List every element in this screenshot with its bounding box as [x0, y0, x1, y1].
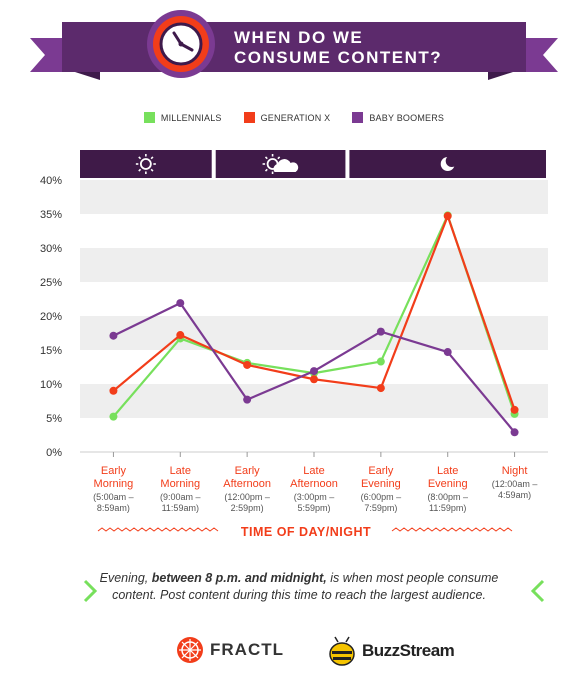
legend-label-millennials: MILLENNIALS [160, 112, 222, 123]
chart-legend: MILLENNIALS GENERATION X BABY BOOMERS [0, 112, 588, 123]
fractl-logo: FRACTL [176, 636, 284, 664]
data-point-baby-boomers [109, 331, 118, 340]
line-chart: 0% 5% 10% 15% 20% 25% 30% 35% 40% Early Morning(5:… [40, 150, 548, 539]
chevron-right-icon [83, 579, 98, 603]
data-point-generation-x [109, 386, 118, 395]
banner-ribbon [30, 10, 558, 80]
y-tick-label: 5% [46, 413, 62, 425]
x-category-label: Early Morning [94, 465, 134, 490]
data-point-baby-boomers [510, 428, 519, 437]
title-line-1: WHEN DO WE [234, 28, 364, 47]
legend-label-generation-x: GENERATION X [260, 112, 331, 123]
x-category-range: (6:00pm –7:59pm) [361, 492, 402, 513]
x-category-label: Late Evening [428, 465, 468, 490]
data-point-baby-boomers [176, 299, 185, 308]
fractl-mark-icon [177, 637, 203, 663]
buzzstream-wordmark: BuzzStream [362, 641, 455, 660]
page-title: WHEN DO WE CONSUME CONTENT? [234, 28, 494, 68]
chevron-left-icon [530, 579, 545, 603]
sun-icon [135, 154, 156, 174]
y-tick-label: 35% [40, 209, 62, 221]
buzzstream-bee-icon [329, 636, 355, 666]
x-axis-title: TIME OF DAY/NIGHT [241, 525, 371, 539]
y-tick-label: 0% [46, 447, 62, 459]
y-tick-label: 30% [40, 243, 62, 255]
x-category-label: Early Afternoon [223, 465, 271, 490]
grid-band [80, 384, 548, 418]
caption-part-2: is when most people consume content. Pos… [112, 571, 499, 602]
legend-label-baby-boomers: BABY BOOMERS [369, 112, 445, 123]
x-category-range: (12:00am –4:59am) [492, 479, 538, 500]
grid-band [80, 180, 548, 214]
data-point-baby-boomers [310, 367, 318, 376]
footer-logos: FRACTL BuzzStream [0, 636, 588, 672]
legend-item-generation-x: GENERATION X [243, 112, 331, 123]
legend-swatch-generation-x [243, 112, 255, 123]
data-point-baby-boomers [376, 327, 385, 336]
legend-swatch-millennials [143, 112, 155, 123]
caption-text: Evening, between 8 p.m. and midnight, is… [96, 570, 502, 604]
data-point-baby-boomers [443, 348, 452, 357]
x-category-range: (5:00am –8:59am) [93, 492, 134, 513]
caption-bold: between 8 p.m. and midnight, [151, 571, 327, 585]
data-point-generation-x [176, 331, 185, 340]
fractl-wordmark: FRACTL [210, 640, 284, 659]
x-category-range: (8:00pm –11:59pm) [427, 492, 468, 513]
ribbon-main [62, 22, 526, 72]
data-point-millennials [109, 412, 118, 421]
data-point-millennials [376, 357, 385, 366]
data-point-generation-x [443, 212, 452, 221]
caption-part-1: Evening, [99, 571, 152, 585]
x-category-label: Late Afternoon [290, 465, 338, 490]
title-line-2: CONSUME CONTENT? [234, 48, 443, 67]
data-point-generation-x [243, 360, 252, 369]
grid-band [80, 316, 548, 350]
data-point-generation-x [510, 405, 519, 414]
buzzstream-logo: BuzzStream [328, 636, 455, 666]
ribbon-right-fold [488, 72, 513, 80]
x-category-label: Late Morning [160, 465, 200, 490]
y-tick-label: 40% [40, 175, 62, 187]
legend-swatch-baby-boomers [352, 112, 364, 123]
legend-item-millennials: MILLENNIALS [143, 112, 222, 123]
data-point-baby-boomers [243, 395, 252, 404]
ribbon-left-fold [75, 72, 100, 80]
y-tick-label: 15% [40, 345, 62, 357]
header-banner: WHEN DO WE CONSUME CONTENT? [0, 0, 588, 100]
clock-center [178, 41, 184, 47]
x-category-range: (3:00pm –5:59pm) [294, 492, 335, 513]
x-category-range: (9:00am –11:59am) [160, 492, 201, 513]
grid-band [80, 248, 548, 282]
y-tick-label: 10% [40, 379, 62, 391]
data-point-generation-x [310, 375, 318, 384]
data-point-generation-x [376, 384, 385, 393]
x-category-label: Early Evening [361, 465, 401, 490]
y-tick-label: 20% [40, 311, 62, 323]
x-category-label: Night [502, 465, 528, 477]
legend-item-baby-boomers: BABY BOOMERS [352, 112, 444, 123]
sun-cloud-icon [262, 154, 299, 174]
y-tick-label: 25% [40, 277, 62, 289]
moon-shadow [445, 155, 458, 167]
x-title-zigzag-left [97, 527, 219, 532]
x-title-zigzag-right [391, 527, 513, 532]
x-category-range: (12:00pm –2:59pm) [224, 492, 270, 513]
